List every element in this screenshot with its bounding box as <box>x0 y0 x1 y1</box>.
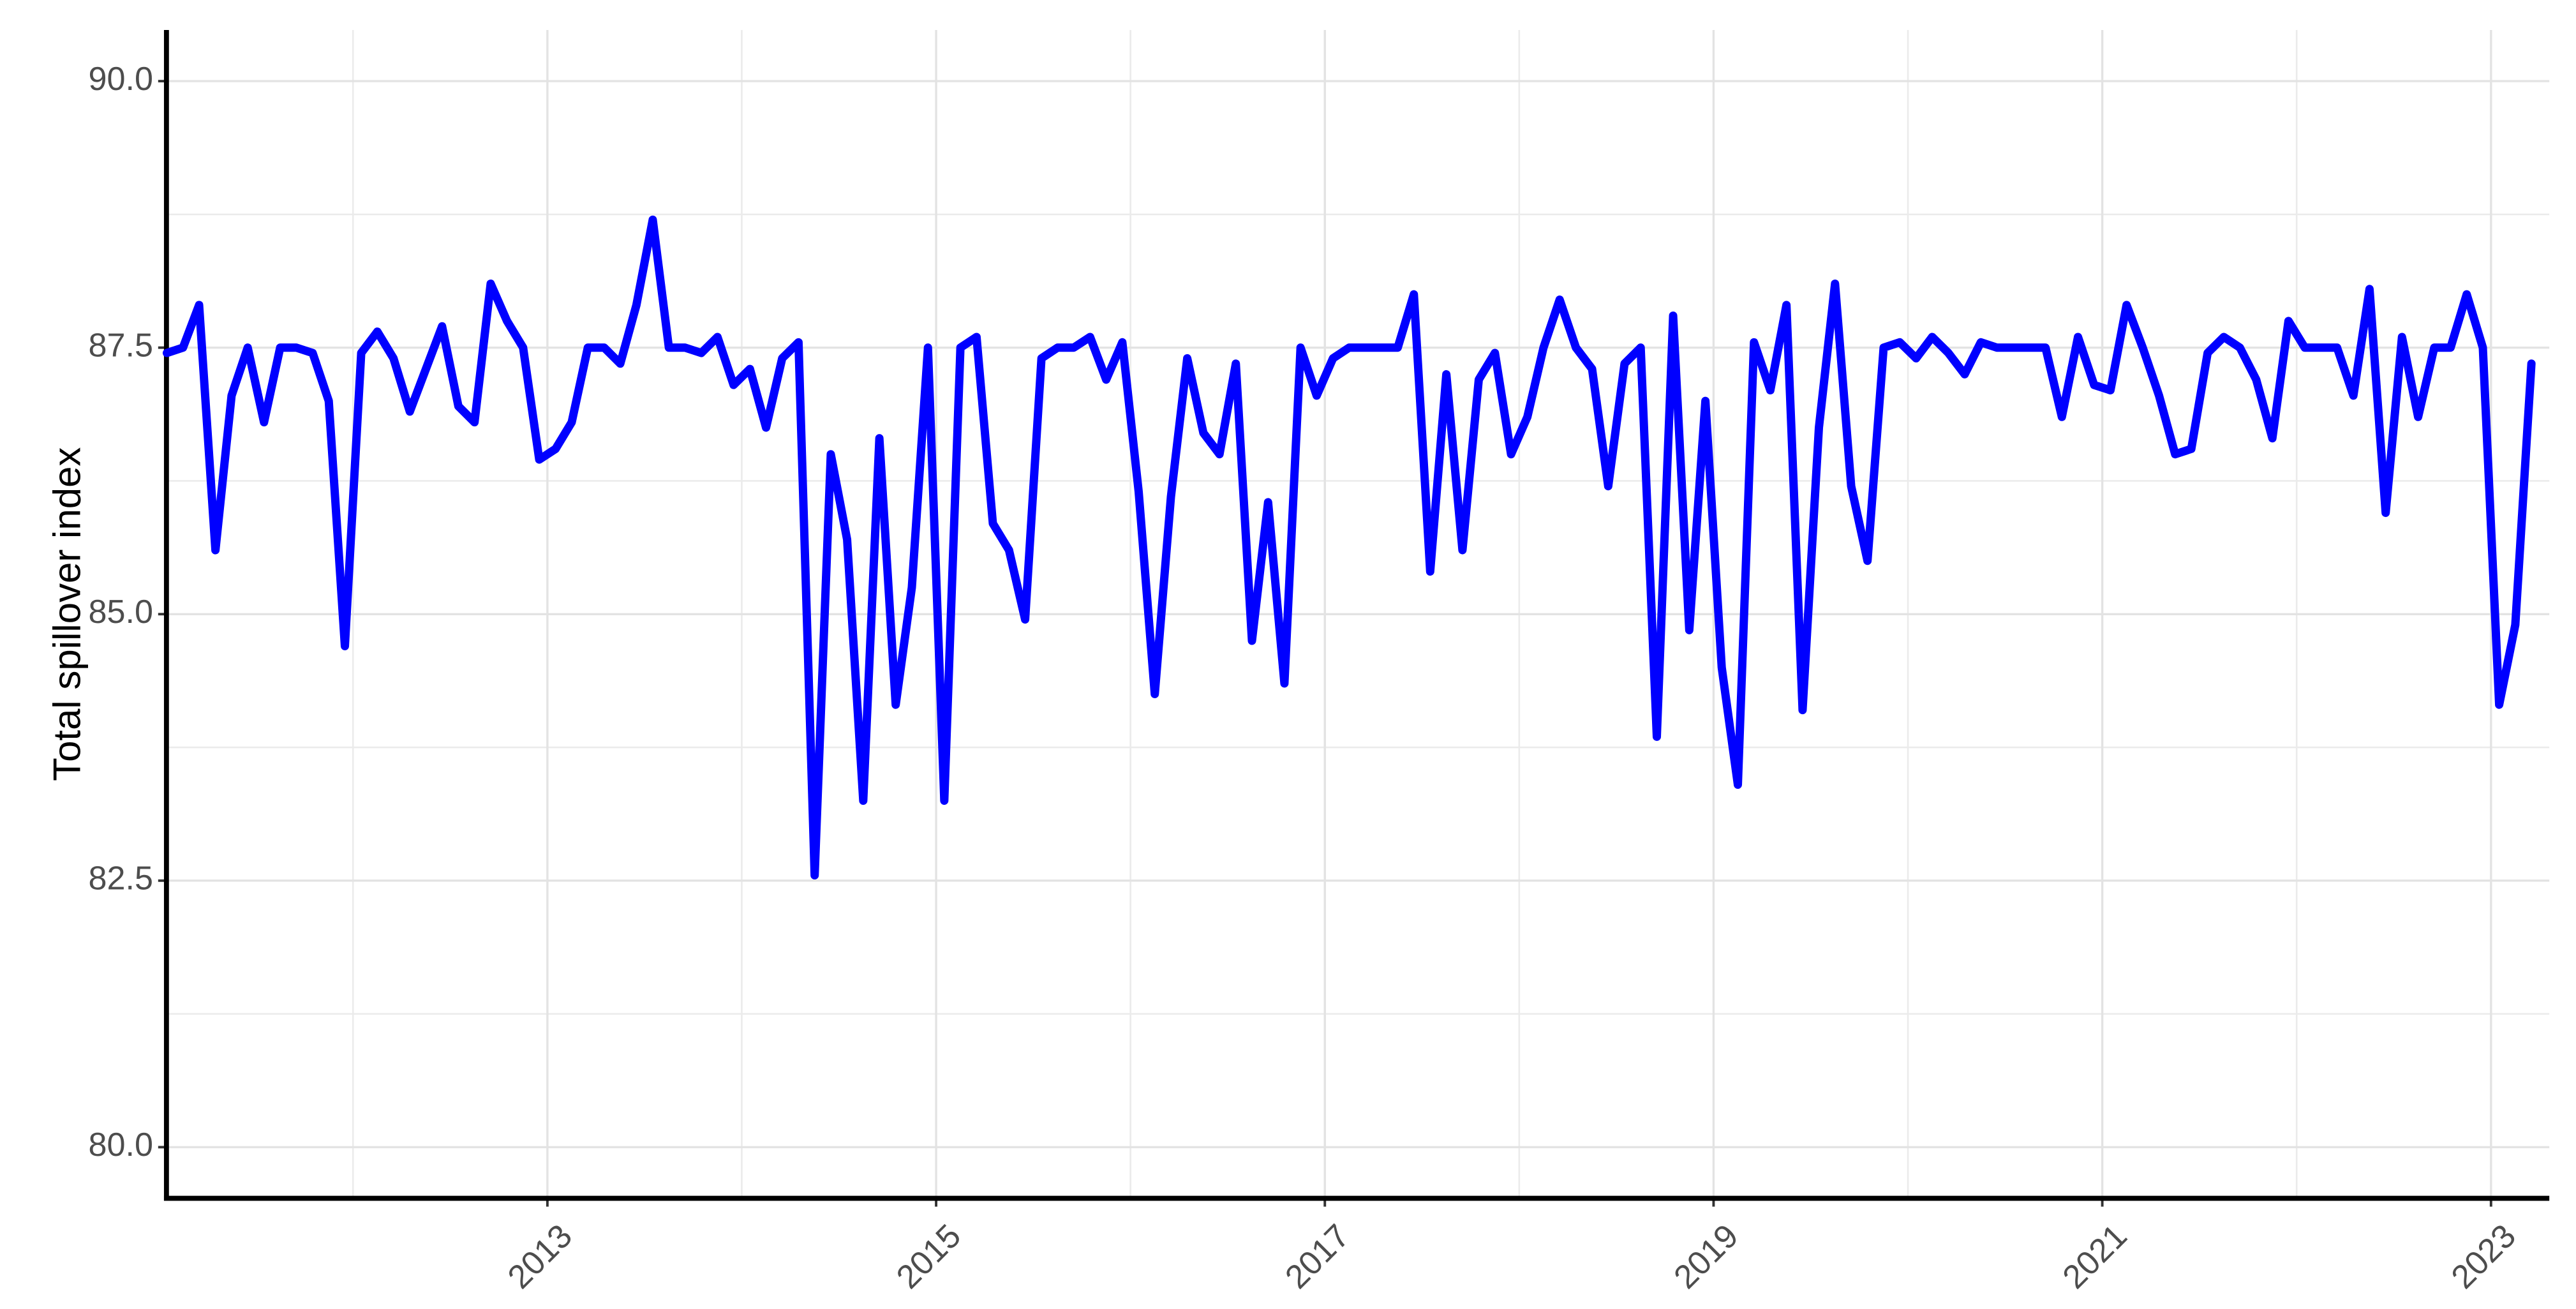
y-axis-title: Total spillover index <box>45 447 88 781</box>
y-tick-label: 82.5 <box>89 860 153 897</box>
y-tick-label: 90.0 <box>89 61 153 98</box>
y-tick-label: 85.0 <box>89 594 153 631</box>
y-tick-label: 80.0 <box>89 1126 153 1163</box>
data-line <box>162 215 2536 880</box>
x-tick-label: 2019 <box>1667 1218 1746 1296</box>
x-tick-label: 2023 <box>2445 1218 2523 1296</box>
x-tick-label: 2015 <box>890 1218 968 1296</box>
y-tick-label: 87.5 <box>89 327 153 364</box>
x-tick-label: 2013 <box>501 1218 579 1296</box>
x-tick-label: 2021 <box>2056 1218 2134 1296</box>
x-tick-label: 2017 <box>1278 1218 1357 1296</box>
